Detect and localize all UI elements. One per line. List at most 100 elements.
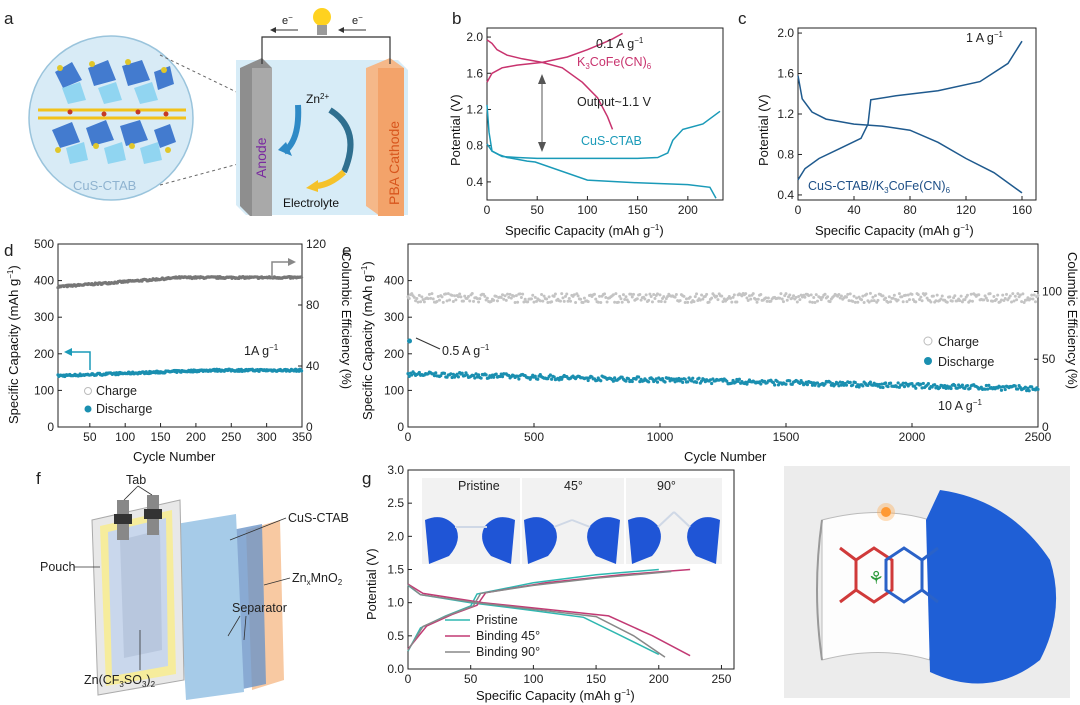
charge-point (792, 294, 796, 298)
charge-point (855, 296, 859, 300)
charge-point (707, 300, 711, 304)
panel-b-xlabel: Specific Capacity (mAh g−1) (505, 223, 664, 238)
panel-d-points (56, 275, 304, 379)
charge-point (920, 299, 924, 303)
panel-c-ticks: 0 40 80 120 160 0.4 0.8 1.2 1.6 2.0 (777, 26, 1032, 217)
charge-point (826, 295, 830, 299)
charge-point (780, 297, 784, 301)
charge-point (450, 293, 454, 297)
y2-tick-label: 80 (306, 298, 320, 312)
x-tick-label: 50 (531, 203, 545, 217)
charge-point (749, 297, 753, 301)
charge-point (470, 291, 474, 295)
discharge-point (848, 380, 852, 384)
x-tick-label: 50 (464, 672, 478, 686)
x-tick-label: 150 (586, 672, 606, 686)
charge-point (477, 300, 481, 304)
charge-point (722, 297, 726, 301)
charge-point (603, 292, 607, 296)
charge-point (1021, 292, 1025, 296)
x-tick-label: 350 (292, 430, 312, 444)
charge-point (446, 292, 450, 296)
discharge-point (926, 381, 930, 386)
charge-point (934, 299, 938, 303)
y-tick-label: 400 (384, 274, 404, 288)
discharge-point (1016, 387, 1020, 391)
panel-c: c 0 40 80 120 160 0.4 0.8 1.2 1.6 2.0 1 A g−1 CuS… (738, 9, 1037, 238)
panel-e-legend-discharge: Discharge (938, 355, 994, 369)
charge-point (701, 297, 705, 301)
discharge-point (595, 378, 599, 382)
panel-b-output-label: Output~1.1 V (577, 95, 652, 109)
charge-point (1012, 299, 1016, 303)
y-tick-label: 0.8 (777, 147, 794, 161)
y-tick-label: 0.4 (777, 188, 794, 202)
charge-point (828, 300, 832, 304)
charge-point (814, 293, 818, 297)
charge-point (992, 295, 996, 299)
charge-point (407, 297, 411, 301)
discharge-point (788, 379, 792, 383)
discharge-point (647, 380, 651, 384)
discharge-point (673, 380, 677, 384)
charge-point (412, 295, 416, 299)
charge-point (501, 293, 504, 297)
panel-b-cathode-label: K3CoFe(CN)6 (577, 55, 652, 71)
y-tick-label: 1.5 (387, 563, 404, 577)
discharge-point (851, 383, 855, 387)
charge-point (417, 293, 421, 297)
discharge-point (655, 380, 660, 384)
charge-point (901, 300, 905, 304)
x-tick-label: 80 (903, 203, 917, 217)
charge-point (769, 299, 773, 303)
discharge-point (868, 380, 873, 384)
charge-point (1010, 300, 1014, 304)
discharge-point (517, 377, 521, 381)
discharge-point (432, 374, 437, 378)
charge-point (688, 295, 692, 299)
charge-point (598, 294, 602, 298)
charge-point (468, 299, 472, 303)
charge-point (561, 296, 565, 300)
discharge-point (731, 378, 735, 383)
discharge-point (910, 382, 914, 386)
discharge-point (877, 382, 881, 387)
discharge-point (895, 385, 899, 389)
svg-text:⚘: ⚘ (868, 568, 884, 589)
charge-point (873, 294, 877, 298)
charge-point (519, 296, 523, 300)
charge-point (507, 295, 511, 299)
y-tick-label: 0.5 (387, 629, 404, 643)
charge-point (953, 294, 957, 298)
y-tick-label: 300 (384, 310, 404, 324)
electrolyte-formula: Zn(CF3SO3)2 (84, 673, 156, 689)
panel-e: e 0 500 1000 1500 2000 2500010020030040005010… (342, 241, 1080, 464)
charge-point (503, 294, 507, 298)
discharge-point (986, 387, 990, 391)
charge-point (422, 300, 426, 304)
charge-point (621, 293, 625, 297)
discharge-point (410, 373, 414, 377)
charge-point (851, 299, 855, 303)
discharge-point (984, 383, 988, 388)
discharge-point (650, 377, 655, 381)
charge-point (862, 301, 866, 305)
charge-point (994, 297, 998, 301)
charge-point (684, 297, 688, 301)
discharge-point (434, 371, 438, 375)
series-line-2 (486, 32, 623, 83)
discharge-point (636, 375, 641, 379)
capacity-point (299, 369, 304, 373)
panel-e-frame (407, 243, 1039, 428)
charge-point (1016, 292, 1020, 296)
charge-point (846, 292, 850, 296)
charge-point (650, 300, 654, 304)
charge-point (483, 294, 487, 298)
charge-point (929, 300, 933, 304)
initial-point (407, 338, 413, 344)
discharge-point (987, 383, 991, 387)
discharge-point (450, 375, 454, 380)
charge-point (649, 295, 653, 299)
charge-point (546, 300, 550, 304)
